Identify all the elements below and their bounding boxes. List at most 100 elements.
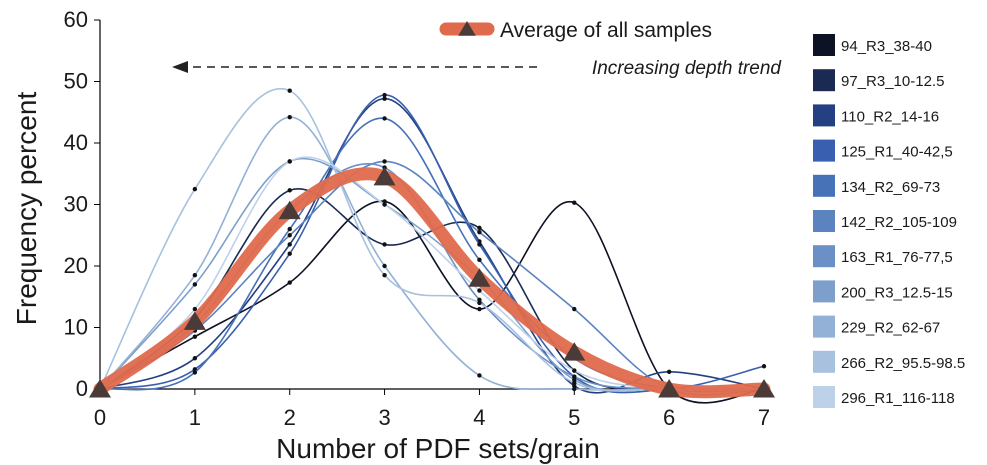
legend-swatch xyxy=(813,104,835,127)
data-point xyxy=(477,373,482,378)
data-point xyxy=(382,92,387,98)
sample-series xyxy=(97,87,767,404)
legend-label: 97_R3_10-12.5 xyxy=(841,73,944,90)
data-point xyxy=(287,251,292,256)
legend-swatch xyxy=(813,139,835,162)
x-tick-label: 4 xyxy=(473,405,485,430)
data-point xyxy=(192,273,198,278)
average-marker xyxy=(89,379,111,398)
x-tick-label: 1 xyxy=(189,405,201,430)
legend-swatch xyxy=(813,245,835,268)
data-point xyxy=(287,242,292,247)
average-line xyxy=(93,167,771,399)
data-point xyxy=(382,116,387,121)
legend-label: 125_R1_40-42,5 xyxy=(841,144,953,161)
data-point xyxy=(287,233,292,238)
legend-label: 296_R1_116-118 xyxy=(841,390,955,407)
legend-swatch xyxy=(813,34,835,56)
data-point xyxy=(382,199,387,204)
legend-swatch xyxy=(813,350,835,373)
legend-swatch xyxy=(813,315,835,338)
series-134_R2_69-73 xyxy=(97,116,767,393)
y-tick-label: 30 xyxy=(64,192,88,217)
data-point xyxy=(382,96,387,101)
data-point xyxy=(572,306,577,312)
depth-trend-arrow-head xyxy=(172,61,188,73)
data-point xyxy=(477,288,482,293)
data-point xyxy=(192,370,198,375)
legend-swatch xyxy=(813,386,835,408)
series-229_R2_62-67 xyxy=(97,114,767,392)
data-point xyxy=(572,380,577,386)
y-tick-label: 20 xyxy=(64,253,88,278)
data-point xyxy=(477,257,482,263)
series-line xyxy=(99,160,765,396)
data-point xyxy=(382,159,387,164)
series-line xyxy=(99,157,765,392)
series-line xyxy=(99,162,765,391)
x-tick-label: 5 xyxy=(568,405,580,430)
data-point xyxy=(572,377,577,382)
series-line xyxy=(99,94,765,394)
legend-label: 142_R2_105-109 xyxy=(841,214,957,231)
data-point xyxy=(192,186,198,192)
average-marker xyxy=(468,268,491,287)
legend-swatch xyxy=(813,280,835,303)
data-point xyxy=(572,386,577,392)
average-marker xyxy=(658,379,681,398)
y-tick-label: 40 xyxy=(64,130,88,155)
data-point xyxy=(287,114,292,120)
legend-swatch xyxy=(813,174,835,197)
y-tick-label: 60 xyxy=(64,7,88,32)
legend-label: 134_R2_69-73 xyxy=(841,179,940,196)
series-line xyxy=(99,200,765,404)
legend-label: 266_R2_95.5-98.5 xyxy=(841,355,965,372)
legend-swatch xyxy=(813,69,835,92)
depth-trend-annotation: Increasing depth trend xyxy=(172,58,782,79)
x-tick-label: 3 xyxy=(378,405,390,430)
series-line xyxy=(99,116,764,391)
series-266_R2_95.5-98.5 xyxy=(97,87,767,392)
data-point xyxy=(761,364,767,369)
legend-swatch xyxy=(813,210,835,232)
data-point xyxy=(572,200,577,205)
axes: 0 10 20 30 40 50 60 0 1 2 3 4 5 6 7 Number of PDF sets/… xyxy=(11,7,770,464)
data-point xyxy=(192,334,198,339)
average-marker xyxy=(373,166,396,186)
data-point xyxy=(192,306,198,312)
data-point xyxy=(192,356,198,361)
average-marker xyxy=(278,200,301,220)
y-tick-label: 0 xyxy=(76,376,88,401)
legend-label: 163_R1_76-77,5 xyxy=(841,249,953,266)
y-axis-title: Frequency percent xyxy=(11,92,42,326)
data-point xyxy=(287,226,292,232)
x-axis-title: Number of PDF sets/grain xyxy=(276,433,600,464)
y-tick-label: 10 xyxy=(64,315,88,340)
legend-label: 94_R3_38-40 xyxy=(841,38,932,55)
x-tick-label: 7 xyxy=(758,405,770,430)
data-point xyxy=(382,263,387,269)
x-tick-label: 2 xyxy=(284,405,296,430)
series-163_R1_76-77,5 xyxy=(97,162,767,392)
legend-average-marker xyxy=(458,21,476,36)
data-point xyxy=(572,383,577,389)
data-point xyxy=(382,242,387,247)
legend-label: 229_R2_62-67 xyxy=(841,320,940,337)
series-142_R2_105-109 xyxy=(97,159,767,396)
average-marker xyxy=(183,311,206,330)
series-125_R1_40-42,5 xyxy=(97,92,767,394)
data-point xyxy=(477,242,482,247)
depth-trend-label: Increasing depth trend xyxy=(592,58,783,79)
data-point xyxy=(572,368,577,373)
data-point xyxy=(287,188,292,193)
data-point xyxy=(477,229,482,235)
data-point xyxy=(382,273,387,278)
average-series xyxy=(89,166,775,399)
data-point xyxy=(287,280,292,285)
data-point xyxy=(477,300,482,306)
average-marker xyxy=(753,379,775,398)
x-tick-label: 0 xyxy=(94,405,106,430)
data-point xyxy=(287,159,292,164)
